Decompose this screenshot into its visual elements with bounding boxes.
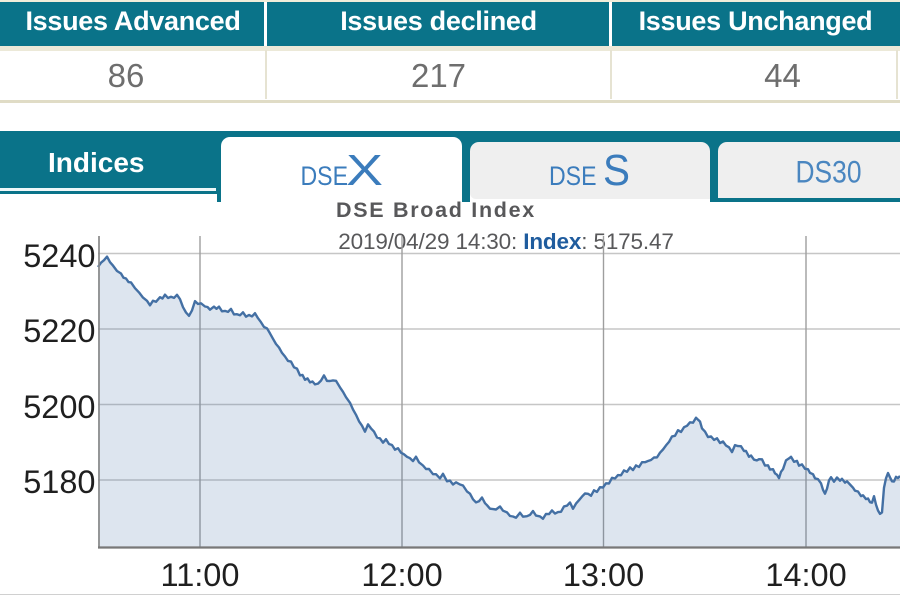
svg-text:X: X xyxy=(346,146,383,195)
svg-text:DSE: DSE xyxy=(549,161,597,191)
svg-text:S: S xyxy=(603,146,630,195)
svg-text:DSE: DSE xyxy=(301,161,349,191)
svg-text:DS30: DS30 xyxy=(796,154,862,190)
